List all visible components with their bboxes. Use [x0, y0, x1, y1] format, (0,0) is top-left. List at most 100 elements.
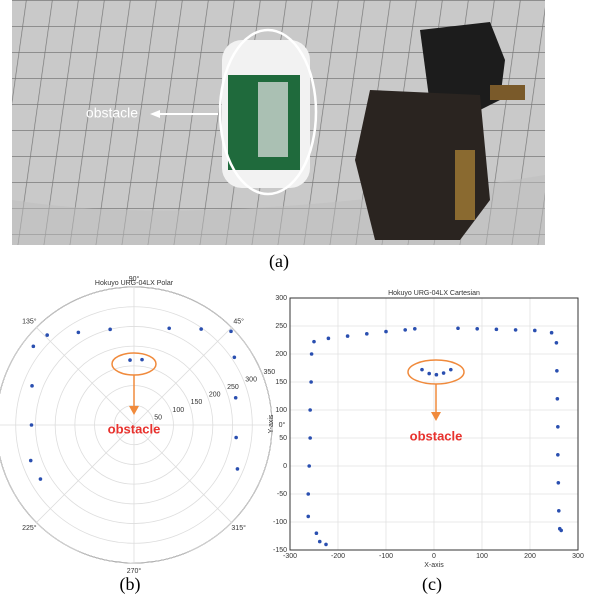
polar-annotation: obstacle: [108, 352, 161, 436]
r-tick-label: 300: [245, 377, 257, 384]
x-tick-label: 100: [476, 553, 488, 560]
scan-point: [29, 423, 34, 427]
scan-point: [312, 339, 316, 344]
x-tick-label: -100: [379, 553, 393, 560]
grid-spoke: [133, 327, 232, 426]
scan-point: [232, 355, 237, 360]
scan-point: [413, 327, 417, 331]
y-tick-label: -100: [273, 519, 287, 526]
annotation-text: obstacle: [108, 421, 161, 436]
cartesian-annotation: obstacle: [407, 359, 465, 443]
scan-point: [199, 327, 203, 331]
caption: (b): [120, 574, 141, 595]
caption: (c): [422, 574, 442, 595]
r-tick-label: 50: [154, 414, 162, 421]
scan-point: [403, 328, 408, 332]
scan-point: [513, 328, 518, 332]
photo: obstacle: [12, 0, 545, 245]
scan-point: [306, 514, 311, 519]
scan-point: [441, 371, 446, 375]
scan-point: [555, 397, 560, 401]
theta-tick-label: 90°: [129, 275, 140, 283]
scan-point: [475, 327, 480, 331]
scan-point: [31, 344, 36, 349]
scan-point: [229, 329, 233, 334]
scan-point: [306, 492, 311, 496]
scan-point: [76, 330, 81, 335]
r-tick-label: 100: [172, 407, 184, 414]
scan-point: [233, 395, 238, 400]
scan-point: [549, 330, 554, 335]
scan-point: [309, 380, 313, 384]
scan-point: [556, 453, 560, 457]
r-tick-label: 250: [227, 384, 239, 391]
scan-point: [140, 357, 144, 362]
scan-point: [314, 531, 319, 535]
r-tick-label: 150: [191, 399, 203, 406]
scan-point: [234, 435, 238, 440]
scan-point: [384, 329, 388, 334]
chart-title: Hokuyo URG-04LX Cartesian: [388, 290, 480, 297]
scan-point: [556, 481, 561, 485]
scan-point: [556, 425, 560, 429]
scan-point: [554, 341, 559, 345]
theta-tick-label: 45°: [233, 318, 244, 326]
y-tick-label: -150: [273, 547, 287, 554]
scan-point: [235, 467, 240, 471]
theta-tick-label: 315°: [231, 524, 246, 532]
scan-point: [317, 539, 322, 544]
photo-annotation: obstacle: [86, 105, 138, 121]
scan-point: [365, 332, 369, 336]
scan-point: [308, 408, 312, 412]
theta-tick-label: 270°: [127, 567, 142, 575]
y-tick-label: 100: [275, 407, 287, 414]
x-tick-label: -300: [283, 553, 297, 560]
y-tick-label: -50: [277, 491, 287, 498]
scan-point: [307, 464, 312, 468]
scan-point: [456, 326, 460, 331]
scan-point: [108, 327, 112, 332]
scan-point: [28, 458, 33, 463]
scan-point: [434, 372, 439, 377]
scan-point: [326, 336, 331, 341]
caption: (a): [269, 251, 289, 272]
scan-point: [38, 477, 43, 481]
y-tick-label: 300: [275, 295, 287, 302]
scan-point: [449, 367, 453, 372]
scan-point: [559, 528, 563, 533]
scan-point: [309, 352, 314, 356]
y-tick-label: 200: [275, 351, 287, 358]
x-tick-label: 0: [432, 553, 436, 560]
scan-point: [557, 509, 561, 513]
scan-point: [420, 367, 424, 372]
scan-point: [167, 326, 171, 331]
scan-point: [324, 542, 328, 547]
theta-tick-label: 135°: [22, 318, 37, 326]
grid-spoke: [36, 424, 135, 523]
theta-tick-label: 0°: [279, 421, 286, 429]
grid-spoke: [36, 327, 135, 426]
scan-point: [555, 369, 559, 373]
annotation-text: obstacle: [410, 428, 463, 443]
x-tick-label: 200: [524, 553, 536, 560]
theta-tick-label: 225°: [22, 524, 37, 532]
r-tick-label: 350: [263, 369, 275, 376]
y-tick-label: 0: [283, 463, 287, 470]
scan-point: [533, 328, 537, 333]
scan-point: [30, 384, 34, 388]
chart-title: Hokuyo URG-04LX Polar: [95, 280, 174, 287]
x-axis-label: X-axis: [424, 562, 444, 569]
scan-point: [128, 358, 132, 362]
x-tick-label: 300: [572, 553, 584, 560]
r-tick-label: 200: [209, 392, 221, 399]
scan-point: [494, 327, 499, 332]
scan-point: [345, 334, 350, 338]
plot-frame: [289, 297, 579, 551]
grid-spoke: [133, 424, 232, 523]
x-tick-label: -200: [331, 553, 345, 560]
scan-point: [308, 436, 312, 440]
y-tick-label: 250: [275, 323, 287, 330]
scan-point: [45, 333, 49, 337]
y-tick-label: 50: [279, 435, 287, 442]
